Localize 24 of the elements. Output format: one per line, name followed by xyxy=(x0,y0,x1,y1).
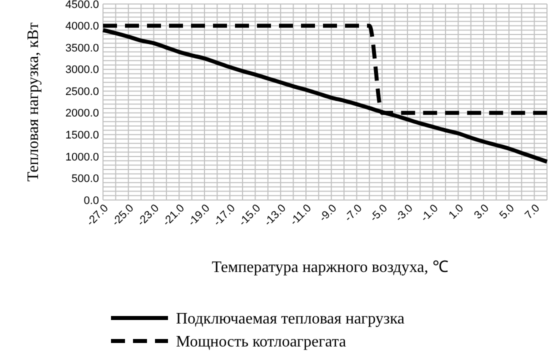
x-tick-label: 3.0 xyxy=(472,202,492,222)
y-tick-label: 2000.0 xyxy=(65,108,99,120)
line-series xyxy=(101,28,549,164)
x-tick-label: -9.0 xyxy=(317,202,340,224)
y-tick-label: 500.0 xyxy=(71,173,99,186)
y-tick-label: 2500.0 xyxy=(65,86,99,98)
x-tick-label: -7.0 xyxy=(342,202,365,224)
y-axis-title: Тепловая нагрузка, кВт xyxy=(25,22,42,182)
legend-label: Мощность котлоагрегата xyxy=(176,334,346,351)
legend-label: Подключаемая тепловая нагрузка xyxy=(176,310,404,328)
y-tick-label: 1000.0 xyxy=(65,151,99,164)
x-tick-label: -5.0 xyxy=(368,202,390,224)
x-tick-label: 1.0 xyxy=(446,202,466,222)
y-tick-label: 4000.0 xyxy=(65,20,99,33)
y-tick-label: 3000.0 xyxy=(65,64,99,76)
x-tick-label: -3.0 xyxy=(393,202,416,224)
x-tick-label: -1.0 xyxy=(418,202,441,224)
y-tick-label: 1500.0 xyxy=(65,130,99,142)
y-tick-label: 3500.0 xyxy=(65,42,99,54)
x-axis-title: Температура наржного воздуха, ℃ xyxy=(212,259,448,276)
y-tick-label: 4500.0 xyxy=(65,0,99,11)
y-tick-label: 0.0 xyxy=(84,194,99,207)
x-tick-label: 5.0 xyxy=(497,202,517,222)
x-tick-label: 7.0 xyxy=(522,202,542,222)
